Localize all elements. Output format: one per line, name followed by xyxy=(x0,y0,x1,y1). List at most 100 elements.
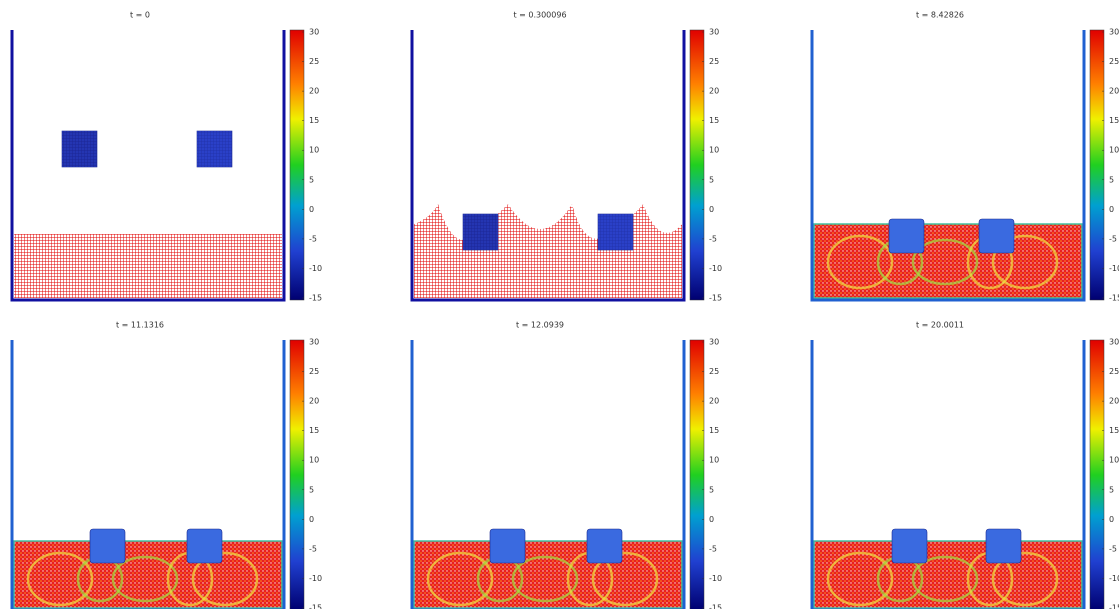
colorbar-tick-label: 25 xyxy=(1109,57,1119,66)
colorbar-tick-label: 30 xyxy=(309,338,319,347)
panel: t = 20.0011 30 25 20 15 10 5 0 -5 -10 -15 xyxy=(810,321,1119,609)
container xyxy=(410,30,686,302)
panel: t = 0.300096 30 25 20 15 10 5 0 -5 -10 -15 xyxy=(410,11,722,303)
swirl xyxy=(26,551,94,607)
colorbar-tick-label: 10 xyxy=(1109,456,1119,465)
colorbar-tick-label: 15 xyxy=(309,426,319,435)
panel: t = 8.42826 30 25 20 15 10 5 0 -5 -10 -15 xyxy=(810,11,1119,303)
colorbar-tick-label: -10 xyxy=(1109,574,1119,583)
panel-title: t = 8.42826 xyxy=(916,11,964,20)
swirl xyxy=(826,551,894,607)
colorbar-tick-label: 30 xyxy=(709,28,719,37)
block xyxy=(888,218,925,254)
colorbar-tick-label: 20 xyxy=(1109,87,1119,96)
colorbar-tick-label: 10 xyxy=(309,146,319,155)
container xyxy=(810,30,1086,302)
colorbar-tick-label: 15 xyxy=(1109,426,1119,435)
colorbar-tick-label: 15 xyxy=(309,116,319,125)
colorbar-tick-label: 25 xyxy=(309,57,319,66)
colorbar-tick-label: 0 xyxy=(309,205,314,214)
colorbar-tick-label: -15 xyxy=(1109,604,1119,609)
colorbar-tick-label: 10 xyxy=(1109,146,1119,155)
colorbar-tick-label: -10 xyxy=(1109,264,1119,273)
colorbar-tick-label: 30 xyxy=(1109,338,1119,347)
fluid xyxy=(14,234,282,298)
container xyxy=(10,340,286,609)
colorbar-tick-label: 5 xyxy=(309,485,314,494)
panel: t = 0 30 25 20 15 10 5 0 -5 -10 -15 xyxy=(10,11,322,303)
block-grid xyxy=(197,131,232,167)
colorbar-tick-label: -5 xyxy=(1109,544,1117,553)
fluid xyxy=(813,540,1083,609)
colorbar-tick-label: 5 xyxy=(1109,485,1114,494)
colorbar-tick-label: 0 xyxy=(709,515,714,524)
panel: t = 12.0939 30 25 20 15 10 5 0 -5 -10 -15 xyxy=(410,321,722,609)
fluid xyxy=(414,204,682,298)
colorbar-tick-label: -15 xyxy=(309,294,322,303)
colorbar-tick-label: -15 xyxy=(309,604,322,609)
block xyxy=(891,528,928,564)
colorbar xyxy=(289,29,305,301)
panel-title: t = 0.300096 xyxy=(513,11,566,20)
colorbar-tick-label: -15 xyxy=(709,604,722,609)
colorbar-tick-label: 25 xyxy=(709,57,719,66)
block xyxy=(489,528,526,564)
colorbar-tick-label: 15 xyxy=(709,426,719,435)
swirl xyxy=(426,551,494,607)
block-grid xyxy=(598,214,633,250)
colorbar-tick-label: 0 xyxy=(1109,205,1114,214)
swirl xyxy=(911,238,979,286)
block-grid xyxy=(463,214,498,250)
colorbar-tick-label: 5 xyxy=(1109,175,1114,184)
colorbar-tick-label: 10 xyxy=(709,456,719,465)
block xyxy=(978,218,1015,254)
colorbar xyxy=(689,339,705,609)
container xyxy=(810,340,1086,609)
colorbar xyxy=(1089,29,1105,301)
colorbar-tick-label: -10 xyxy=(709,574,722,583)
swirl xyxy=(826,234,894,290)
block xyxy=(985,528,1022,564)
colorbar-tick-label: 20 xyxy=(1109,397,1119,406)
colorbar-tick-label: 30 xyxy=(709,338,719,347)
colorbar xyxy=(1089,339,1105,609)
colorbar-tick-label: 25 xyxy=(309,367,319,376)
block xyxy=(89,528,126,564)
colorbar-tick-label: 20 xyxy=(309,87,319,96)
colorbar-tick-label: 25 xyxy=(1109,367,1119,376)
colorbar-tick-label: 25 xyxy=(709,367,719,376)
swirl xyxy=(511,555,579,603)
swirl xyxy=(911,555,979,603)
container xyxy=(410,340,686,609)
colorbar-tick-label: 0 xyxy=(1109,515,1114,524)
colorbar-tick-label: -15 xyxy=(709,294,722,303)
colorbar-tick-label: 30 xyxy=(309,28,319,37)
colorbar-tick-label: 20 xyxy=(709,87,719,96)
colorbar-tick-label: 0 xyxy=(309,515,314,524)
panel-title: t = 12.0939 xyxy=(516,321,564,330)
block xyxy=(586,528,623,564)
colorbar-tick-label: 10 xyxy=(309,456,319,465)
swirl xyxy=(591,551,659,607)
colorbar-tick-label: 15 xyxy=(709,116,719,125)
swirl xyxy=(191,551,259,607)
swirl xyxy=(111,555,179,603)
colorbar-tick-label: -10 xyxy=(709,264,722,273)
colorbar-tick-label: -5 xyxy=(309,544,317,553)
fluid xyxy=(13,540,283,609)
colorbar-tick-label: 15 xyxy=(1109,116,1119,125)
swirl xyxy=(991,551,1059,607)
block-grid xyxy=(62,131,97,167)
colorbar-tick-label: 30 xyxy=(1109,28,1119,37)
colorbar-tick-label: 20 xyxy=(709,397,719,406)
colorbar-tick-label: -5 xyxy=(709,234,717,243)
colorbar-tick-label: -5 xyxy=(1109,234,1117,243)
colorbar-tick-label: -15 xyxy=(1109,294,1119,303)
panel: t = 11.1316 30 25 20 15 10 5 0 -5 -10 -15 xyxy=(10,321,322,609)
swirl xyxy=(991,234,1059,290)
colorbar-tick-label: 5 xyxy=(309,175,314,184)
panel-title: t = 0 xyxy=(130,11,150,20)
panels: t = 0 30 25 20 15 10 5 0 -5 -10 -15 t = 0.300096 30 2… xyxy=(10,11,1119,609)
